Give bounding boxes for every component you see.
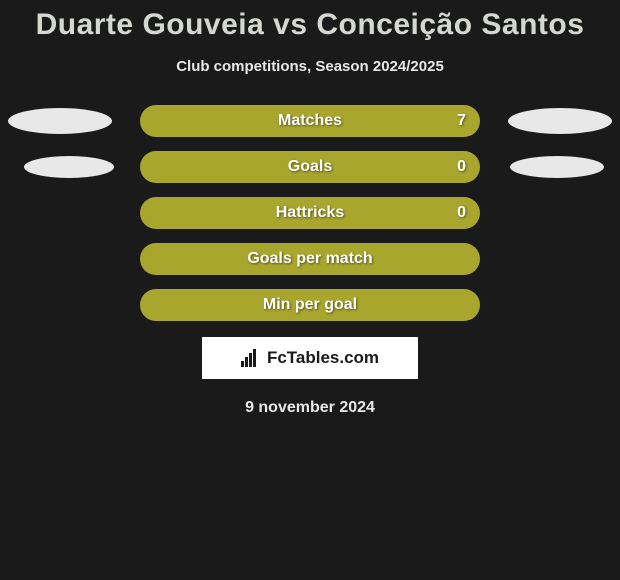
stat-label: Goals per match xyxy=(247,250,372,268)
bar-chart-icon xyxy=(241,349,261,367)
stat-label: Min per goal xyxy=(263,296,357,314)
stat-bar: Goals 0 xyxy=(140,151,480,183)
player-left-marker xyxy=(24,156,114,178)
date-label: 9 november 2024 xyxy=(245,399,375,417)
stat-value: 0 xyxy=(457,158,466,176)
stat-bar: Min per goal xyxy=(140,289,480,321)
stat-row: Hattricks 0 xyxy=(0,197,620,229)
source-logo: FcTables.com xyxy=(202,337,418,379)
stat-row: Matches 7 xyxy=(0,105,620,137)
page-title: Duarte Gouveia vs Conceição Santos xyxy=(36,8,585,42)
comparison-card: Duarte Gouveia vs Conceição Santos Club … xyxy=(0,0,620,417)
player-right-marker xyxy=(510,156,604,178)
comparison-chart: Matches 7 Goals 0 Hattricks 0 Goals per match M… xyxy=(0,105,620,321)
stat-label: Goals xyxy=(288,158,332,176)
logo-text: FcTables.com xyxy=(267,348,379,368)
stat-label: Matches xyxy=(278,112,342,130)
player-left-marker xyxy=(8,108,112,134)
stat-bar: Goals per match xyxy=(140,243,480,275)
stat-row: Goals per match xyxy=(0,243,620,275)
stat-value: 7 xyxy=(457,112,466,130)
player-right-marker xyxy=(508,108,612,134)
subtitle: Club competitions, Season 2024/2025 xyxy=(176,58,444,75)
stat-label: Hattricks xyxy=(276,204,344,222)
stat-row: Min per goal xyxy=(0,289,620,321)
stat-row: Goals 0 xyxy=(0,151,620,183)
stat-value: 0 xyxy=(457,204,466,222)
stat-bar: Hattricks 0 xyxy=(140,197,480,229)
stat-bar: Matches 7 xyxy=(140,105,480,137)
